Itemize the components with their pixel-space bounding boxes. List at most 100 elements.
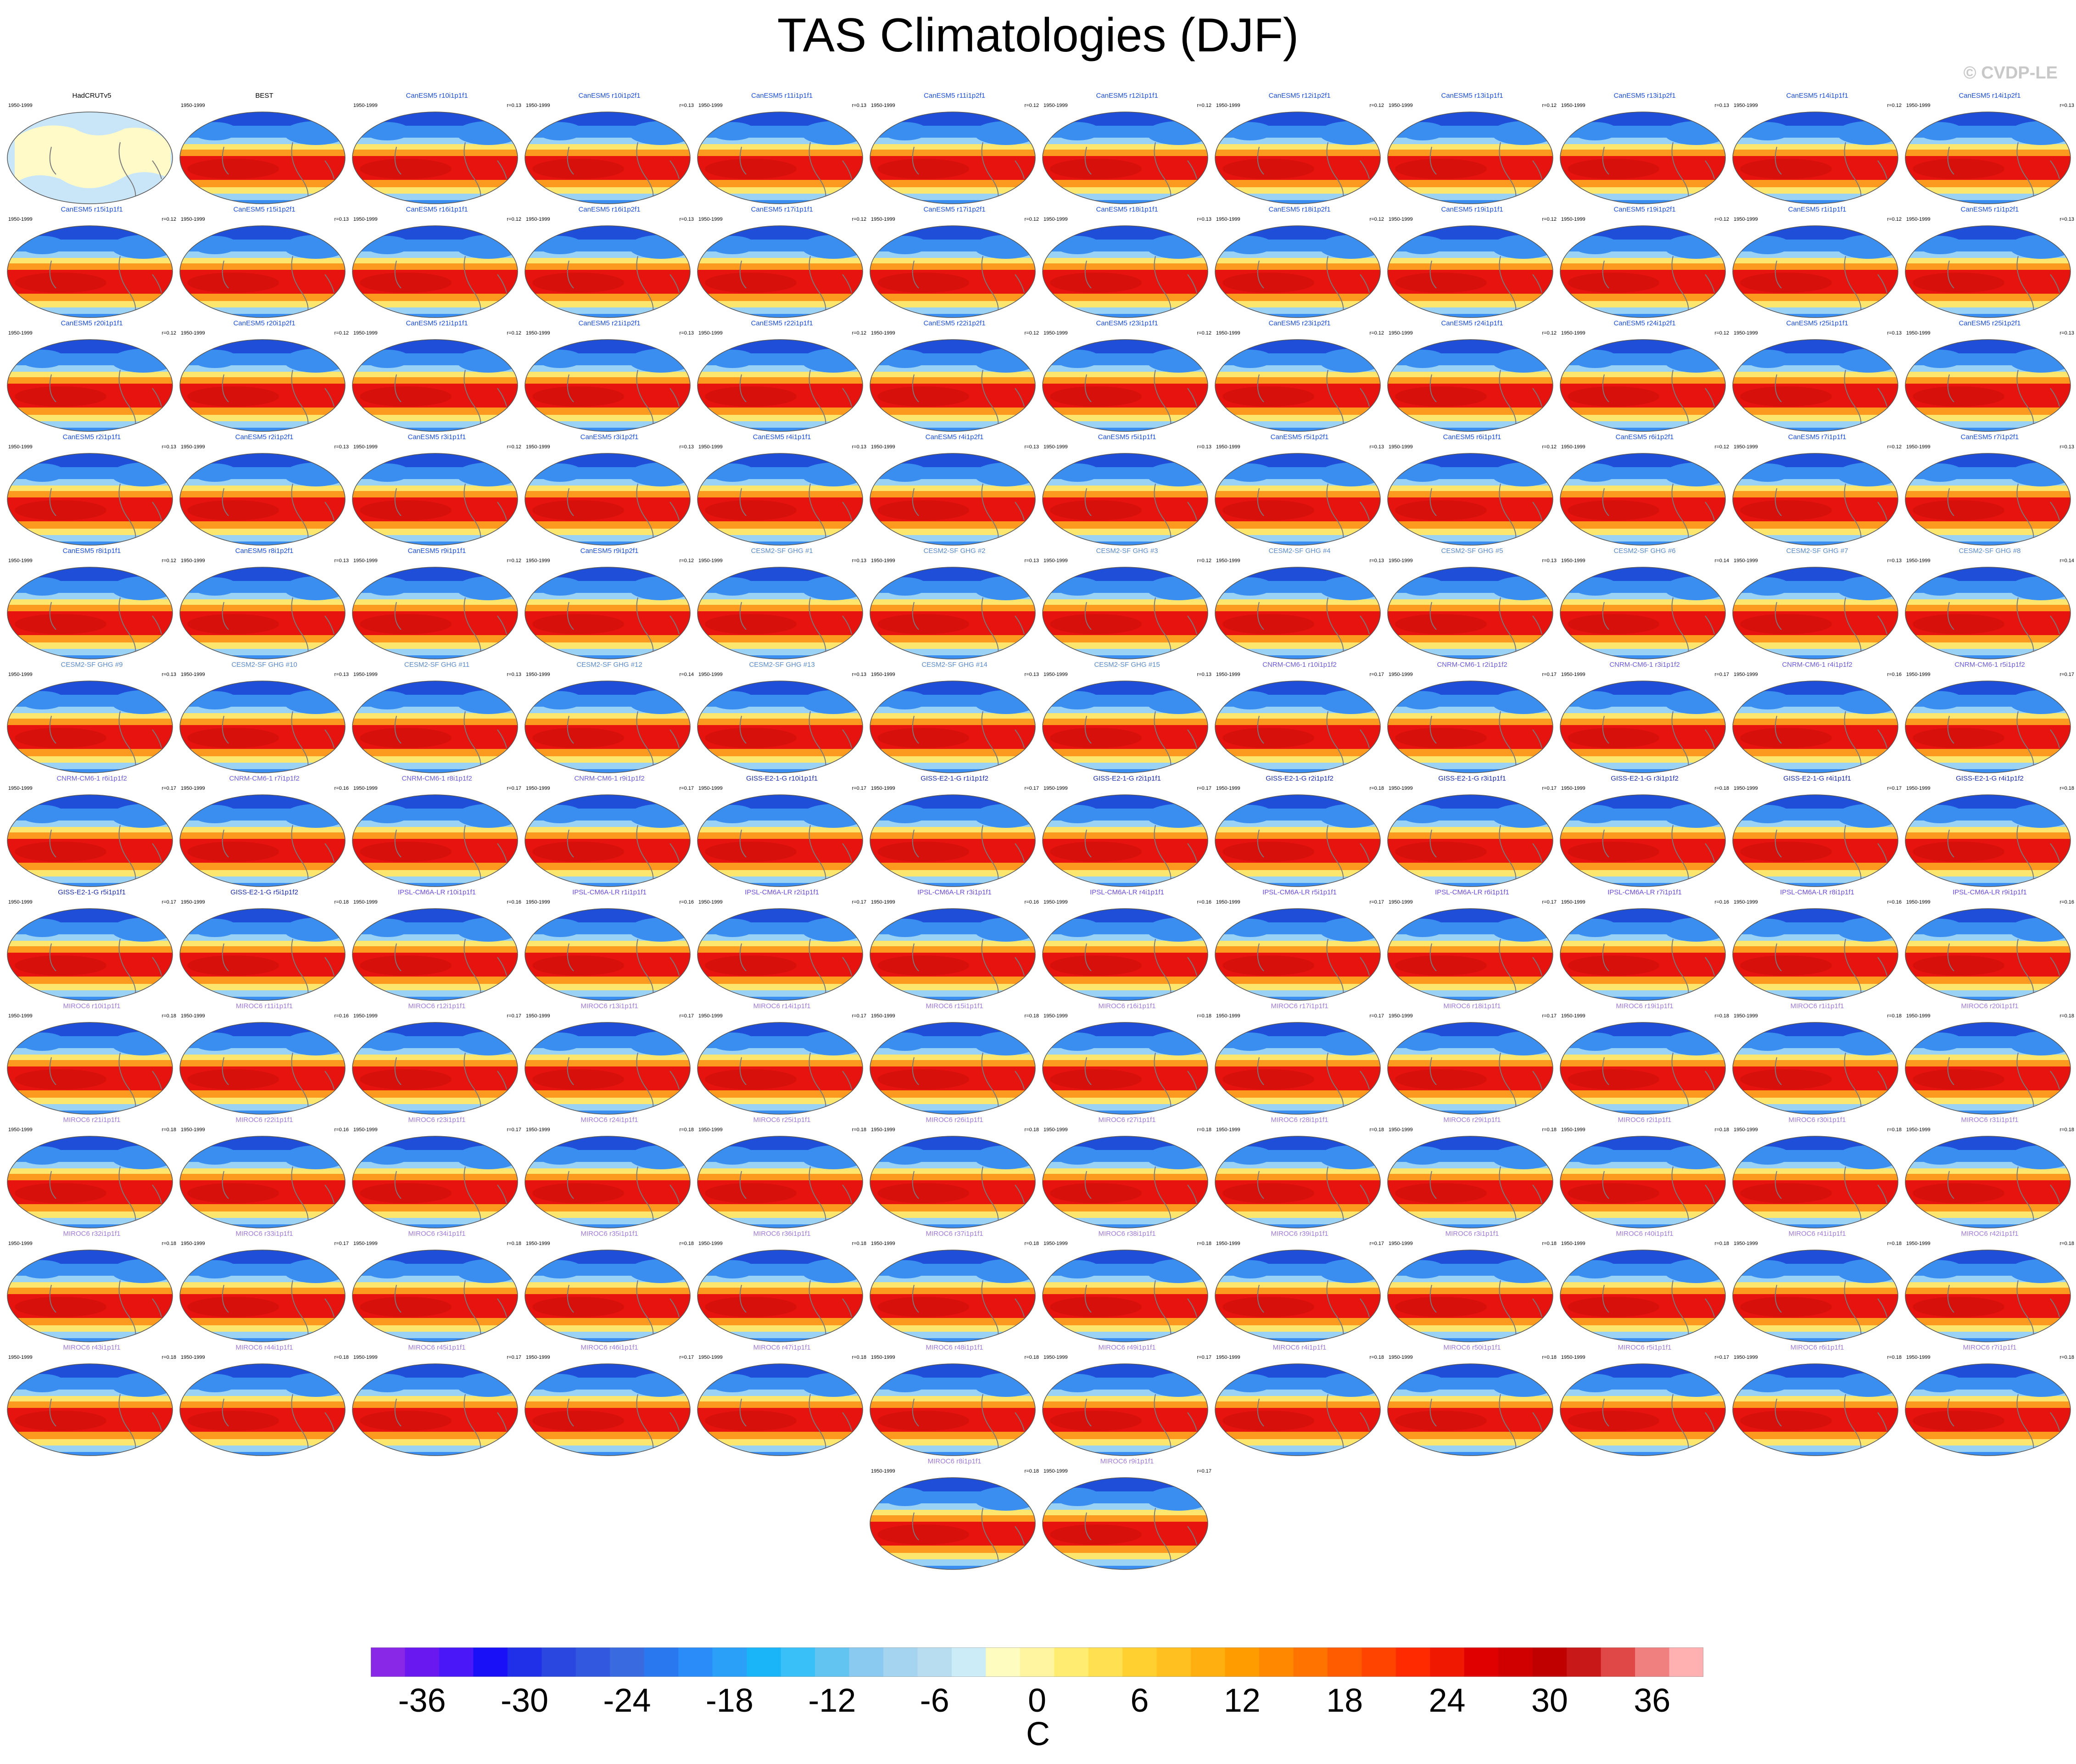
map-globe: [697, 1363, 863, 1456]
panel-period: 1950-1999: [1389, 558, 1413, 564]
map-band: [7, 977, 173, 984]
map-band: [1215, 1060, 1380, 1066]
panel-period: 1950-1999: [1561, 103, 1585, 108]
map-coastline: [1084, 256, 1197, 316]
map-band: [7, 990, 173, 997]
map-coastline: [222, 1394, 335, 1454]
map-warm-pool: [15, 386, 106, 407]
map-band: [1388, 486, 1553, 491]
map-cold-region: [1745, 577, 1791, 596]
map-warm-pool: [877, 842, 969, 862]
panel-title: MIROC6 r21i1p1f1: [63, 1116, 121, 1124]
map-outline: [1215, 908, 1381, 1001]
panel-title: CanESM5 r7i1p1f1: [1788, 433, 1847, 441]
map-band: [352, 1060, 518, 1066]
map-band: [1560, 491, 1725, 497]
map-cold-region: [19, 691, 65, 709]
map-outline: [1215, 112, 1381, 204]
map-globe: [1732, 1022, 1898, 1115]
map-band: [1043, 144, 1208, 150]
map-band: [525, 1282, 690, 1288]
colorbar-swatch: [815, 1647, 849, 1677]
map-band: [180, 150, 345, 156]
map-globe: [1042, 1363, 1208, 1456]
map-band: [1043, 1098, 1208, 1104]
colorbar-swatch: [986, 1647, 1021, 1677]
map-band: [698, 150, 863, 156]
map-outline: [870, 1363, 1036, 1456]
panel-title: CESM2-SF GHG #8: [1959, 547, 2021, 555]
map-band: [1733, 1282, 1898, 1288]
map-band: [180, 681, 345, 695]
map-band: [525, 1338, 690, 1342]
panel-period: 1950-1999: [871, 217, 895, 222]
map-band: [180, 1288, 345, 1294]
panel-period: 1950-1999: [1561, 1013, 1585, 1019]
map-band: [870, 1104, 1035, 1111]
map-coastline: [1775, 369, 1887, 430]
panel-title: CanESM5 r3i1p1f1: [407, 433, 466, 441]
map-outline: [1732, 794, 1898, 887]
map-panel: CESM2-SF GHG #5 1950-1999 r=0.13: [1386, 547, 1558, 661]
map-cold-region: [1745, 236, 1791, 254]
panel-title: CanESM5 r25i1p1f1: [1786, 319, 1848, 327]
map-band: [180, 1432, 345, 1439]
map-band: [525, 1250, 690, 1264]
map-coastline: [1084, 1394, 1197, 1454]
map-coastline: [1775, 1394, 1887, 1454]
map-globe: [352, 112, 518, 204]
map-panel: CESM2-SF GHG #13 1950-1999 r=0.13: [696, 661, 868, 775]
map-cold-region: [1400, 805, 1445, 823]
map-outline: [1905, 681, 2071, 773]
map-globe: [1387, 1136, 1553, 1228]
colorbar-swatch: [1088, 1647, 1123, 1677]
panel-title: MIROC6 r11i1p1f1: [236, 1002, 293, 1010]
map-globe: [1560, 681, 1726, 773]
map-band: [1560, 909, 1725, 922]
map-band: [870, 200, 1035, 204]
map-band: [1905, 1318, 2070, 1325]
map-coastline: [912, 142, 1025, 202]
map-warm-pool: [1568, 500, 1659, 520]
map-panel: GISS-E2-1-G r5i1p1f1 1950-1999 r=0.17: [6, 888, 178, 1002]
colorbar-swatch: [1293, 1647, 1328, 1677]
map-cold-region: [364, 919, 410, 937]
map-cold-region: [192, 919, 238, 937]
map-globe: [179, 908, 346, 1001]
panel-title: CanESM5 r19i1p1f1: [1441, 206, 1503, 213]
map-band: [1388, 997, 1553, 1000]
map-band: [1043, 1104, 1208, 1111]
map-panel: MIROC6 r10i1p1f1 1950-1999 r=0.18: [6, 1002, 178, 1116]
map-band: [1560, 1211, 1725, 1218]
map-cold-region: [537, 122, 583, 140]
map-band: [1560, 521, 1725, 529]
map-band: [1560, 876, 1725, 883]
map-band: [1905, 1446, 2070, 1452]
panel-title: MIROC6 r29i1p1f1: [1443, 1116, 1501, 1124]
map-band: [7, 226, 173, 240]
map-band: [1733, 372, 1898, 377]
map-cold-region: [801, 121, 863, 145]
map-band: [180, 1318, 345, 1325]
map-globe: [1215, 1022, 1381, 1115]
map-cold-region: [882, 1260, 928, 1278]
map-panel: CanESM5 r2i1p1f1 1950-1999 r=0.13: [6, 433, 178, 547]
map-cold-region: [19, 463, 65, 482]
map-band: [1043, 1338, 1208, 1342]
map-cold-region: [192, 236, 238, 254]
map-band: [1733, 984, 1898, 990]
map-band: [1388, 870, 1553, 876]
map-band: [525, 1446, 690, 1452]
map-cold-region: [1146, 804, 1208, 828]
map-band: [180, 194, 345, 200]
map-band: [1560, 1104, 1725, 1111]
map-band: [525, 377, 690, 384]
panel-title: MIROC6 r12i1p1f1: [408, 1002, 466, 1010]
map-band: [180, 1452, 345, 1456]
map-panel: CESM2-SF GHG #15 1950-1999 r=0.13: [1041, 661, 1213, 775]
panel-period: 1950-1999: [1389, 899, 1413, 905]
panel-pattern-correlation: r=0.12: [1887, 103, 1902, 108]
map-panel: CNRM-CM6-1 r8i1p1f2 1950-1999 r=0.17: [351, 775, 523, 888]
map-band: [180, 941, 345, 946]
map-band: [352, 1204, 518, 1211]
